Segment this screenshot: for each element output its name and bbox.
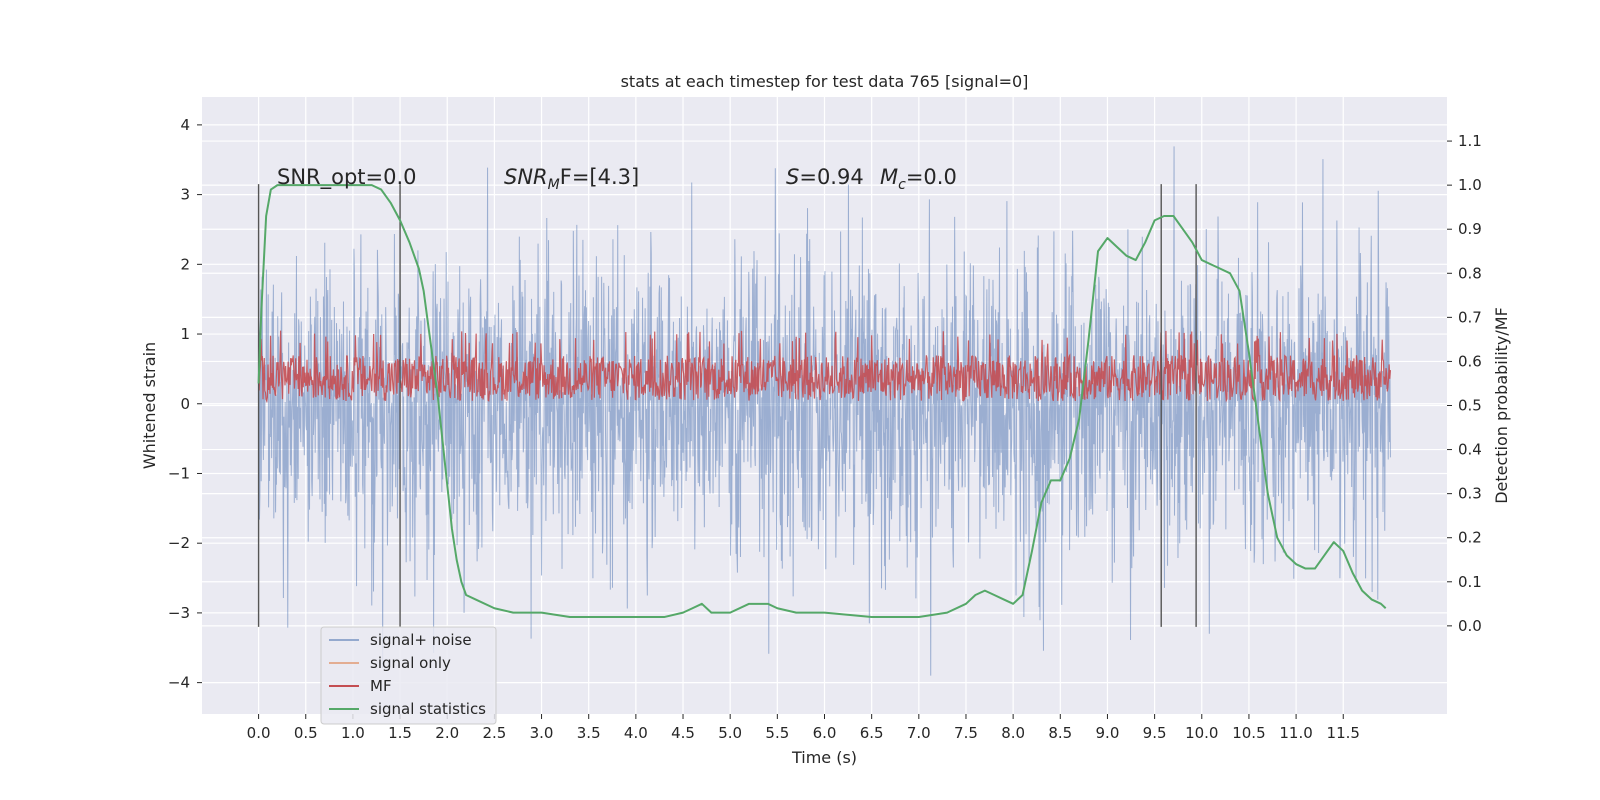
y-right-tick-label: 0.2 xyxy=(1458,529,1482,547)
x-tick-label: 11.5 xyxy=(1327,724,1360,742)
signal-noise-series xyxy=(258,146,1391,676)
mc-label: M xyxy=(880,165,898,189)
y-right-tick-label: 0.3 xyxy=(1458,485,1482,503)
x-tick-label: 1.0 xyxy=(341,724,365,742)
x-tick-label: 3.0 xyxy=(530,724,554,742)
legend-label-signal-only: signal only xyxy=(370,654,451,672)
x-tick-label: 11.0 xyxy=(1279,724,1312,742)
x-tick-label: 1.5 xyxy=(388,724,412,742)
y-right-tick-label: 0.0 xyxy=(1458,617,1482,635)
y-tick-label: −4 xyxy=(168,674,190,692)
y-right-tick-label: 0.4 xyxy=(1458,441,1482,459)
annotation-snr-opt: SNR_opt=0.0 xyxy=(277,165,417,190)
legend-box xyxy=(320,626,497,725)
y-tick-label: 1 xyxy=(180,325,190,343)
annotations: SNR_opt=0.0 SNRMF=[4.3] S=0.94 Mc=0.0 xyxy=(277,165,957,193)
legend-label-signal-noise: signal+ noise xyxy=(370,631,472,649)
legend: signal+ noise signal only MF signal stat… xyxy=(320,626,497,725)
snr-mf-rest: F=[4.3] xyxy=(560,165,639,189)
legend-label-signal-statistics: signal statistics xyxy=(370,700,486,718)
chart-title: stats at each timestep for test data 765… xyxy=(621,72,1029,91)
x-tick-label: 8.5 xyxy=(1048,724,1072,742)
y-axis-right-ticks: 1.1 1.0 0.9 0.8 0.7 0.6 0.5 0.4 0.3 0.2 0.1 0.0 xyxy=(1447,132,1482,635)
x-tick-label: 2.0 xyxy=(435,724,459,742)
x-tick-label: 4.0 xyxy=(624,724,648,742)
signal-noise-line xyxy=(258,146,1391,676)
x-tick-label: 6.0 xyxy=(813,724,837,742)
annotation-snr-mf: SNRMF=[4.3] xyxy=(504,165,639,193)
y-tick-label: 2 xyxy=(180,255,190,273)
x-tick-label: 0.0 xyxy=(247,724,271,742)
y-axis-label: Whitened strain xyxy=(140,342,159,469)
y-tick-label: −2 xyxy=(168,534,190,552)
snr-mf-sub: M xyxy=(548,177,560,193)
x-tick-label: 5.0 xyxy=(718,724,742,742)
y-right-tick-label: 0.9 xyxy=(1458,220,1482,238)
mc-value: =0.0 xyxy=(906,165,957,189)
y-right-tick-label: 0.5 xyxy=(1458,397,1482,415)
vertical-markers xyxy=(257,184,1197,627)
y-tick-label: 3 xyxy=(180,186,190,204)
snr-mf-base: SNR xyxy=(504,165,548,189)
legend-label-mf: MF xyxy=(370,677,392,695)
y-tick-label: −1 xyxy=(168,464,190,482)
x-tick-label: 9.0 xyxy=(1096,724,1120,742)
y-right-tick-label: 0.6 xyxy=(1458,352,1482,370)
y-axis-right-label: Detection probability/MF xyxy=(1492,307,1511,504)
signal-statistics-series xyxy=(257,184,1387,619)
s-value: =0.94 xyxy=(799,165,863,189)
annotation-s: S=0.94 xyxy=(786,165,864,189)
x-tick-label: 8.0 xyxy=(1001,724,1025,742)
y-right-tick-label: 0.8 xyxy=(1458,264,1482,282)
x-axis-ticks: 0.0 0.5 1.0 1.5 2.0 2.5 3.0 3.5 4.0 4.5 5.0 5.5 6.0 6… xyxy=(247,714,1360,742)
y-axis-ticks: 4 3 2 1 0 −1 −2 −3 −4 xyxy=(168,116,202,692)
x-tick-label: 10.5 xyxy=(1232,724,1265,742)
x-tick-label: 10.0 xyxy=(1185,724,1218,742)
y-right-tick-label: 1.1 xyxy=(1458,132,1482,150)
x-tick-label: 9.5 xyxy=(1143,724,1167,742)
mc-sub: c xyxy=(898,177,906,193)
signal-statistics-line xyxy=(257,184,1387,619)
y-right-tick-label: 0.1 xyxy=(1458,573,1482,591)
x-tick-label: 4.5 xyxy=(671,724,695,742)
x-tick-label: 2.5 xyxy=(482,724,506,742)
x-tick-label: 3.5 xyxy=(577,724,601,742)
mf-series xyxy=(257,330,1392,404)
x-axis-label: Time (s) xyxy=(791,748,857,767)
y-tick-label: 0 xyxy=(180,395,190,413)
x-tick-label: 5.5 xyxy=(765,724,789,742)
y-tick-label: 4 xyxy=(180,116,190,134)
y-right-tick-label: 1.0 xyxy=(1458,176,1482,194)
y-right-tick-label: 0.7 xyxy=(1458,308,1482,326)
mf-line xyxy=(257,330,1392,404)
x-tick-label: 7.5 xyxy=(954,724,978,742)
annotation-mc: Mc=0.0 xyxy=(880,165,957,193)
y-tick-label: −3 xyxy=(168,604,190,622)
x-tick-label: 6.5 xyxy=(860,724,884,742)
x-tick-label: 7.0 xyxy=(907,724,931,742)
x-tick-label: 0.5 xyxy=(294,724,318,742)
s-label: S xyxy=(786,165,799,189)
